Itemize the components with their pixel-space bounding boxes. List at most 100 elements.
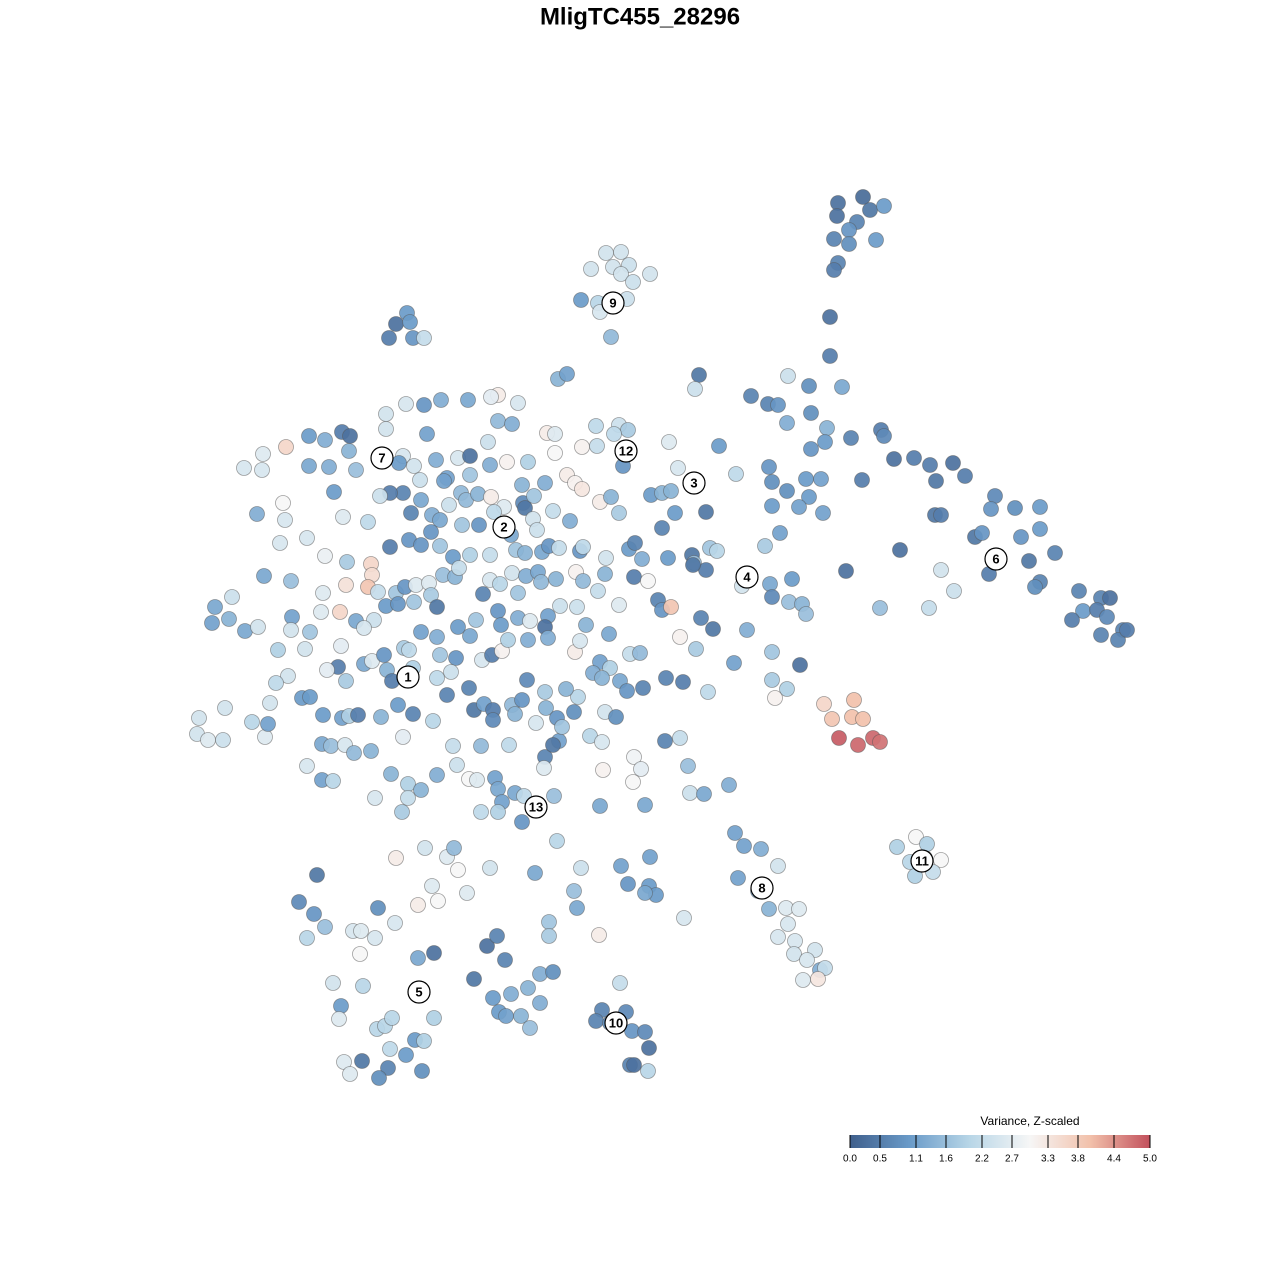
point xyxy=(803,441,819,457)
point xyxy=(302,689,318,705)
point xyxy=(348,462,364,478)
point xyxy=(533,574,549,590)
point xyxy=(417,840,433,856)
point xyxy=(378,421,394,437)
point xyxy=(813,471,829,487)
point xyxy=(536,760,552,776)
point xyxy=(367,930,383,946)
point xyxy=(504,416,520,432)
point xyxy=(603,489,619,505)
point xyxy=(520,632,536,648)
point xyxy=(946,583,962,599)
point xyxy=(352,946,368,962)
point xyxy=(326,484,342,500)
point xyxy=(426,1010,442,1026)
point xyxy=(795,972,811,988)
point xyxy=(413,624,429,640)
point xyxy=(933,507,949,523)
point xyxy=(663,483,679,499)
point xyxy=(892,542,908,558)
point xyxy=(363,743,379,759)
point xyxy=(317,432,333,448)
point xyxy=(606,426,622,442)
colorbar-tick-label: 4.4 xyxy=(1107,1154,1121,1165)
point xyxy=(661,434,677,450)
point xyxy=(841,222,857,238)
point xyxy=(517,545,533,561)
point xyxy=(462,547,478,563)
point xyxy=(482,457,498,473)
point xyxy=(685,557,701,573)
point xyxy=(204,615,220,631)
cluster-label: 8 xyxy=(758,880,765,895)
point xyxy=(1021,553,1037,569)
point xyxy=(499,454,515,470)
point xyxy=(413,492,429,508)
point xyxy=(667,505,683,521)
point xyxy=(468,612,484,628)
point xyxy=(705,621,721,637)
point xyxy=(974,525,990,541)
point xyxy=(1119,622,1135,638)
point xyxy=(675,674,691,690)
point xyxy=(432,538,448,554)
point xyxy=(510,395,526,411)
point xyxy=(772,525,788,541)
point xyxy=(693,610,709,626)
point xyxy=(471,517,487,533)
point xyxy=(403,505,419,521)
point xyxy=(325,773,341,789)
point xyxy=(721,777,737,793)
point xyxy=(401,642,417,658)
point xyxy=(538,700,554,716)
point xyxy=(592,798,608,814)
point xyxy=(429,629,445,645)
colorbar-tick-label: 2.2 xyxy=(975,1154,989,1165)
point xyxy=(634,551,650,567)
cluster-label: 11 xyxy=(915,853,929,868)
point xyxy=(398,1047,414,1063)
point xyxy=(540,630,556,646)
point xyxy=(262,695,278,711)
point xyxy=(492,576,508,592)
point xyxy=(200,732,216,748)
point xyxy=(743,388,759,404)
point xyxy=(640,1063,656,1079)
point xyxy=(761,901,777,917)
point xyxy=(886,451,902,467)
point xyxy=(423,524,439,540)
point xyxy=(663,599,679,615)
point xyxy=(333,638,349,654)
point xyxy=(810,971,826,987)
cluster-label-badge xyxy=(750,876,774,900)
point xyxy=(551,540,567,556)
cluster-label: 4 xyxy=(743,569,751,584)
point xyxy=(625,274,641,290)
point xyxy=(588,1013,604,1029)
point xyxy=(503,986,519,1002)
point xyxy=(382,1041,398,1057)
cluster-label-badge xyxy=(910,849,934,873)
cluster-label: 3 xyxy=(690,475,697,490)
point xyxy=(554,719,570,735)
point xyxy=(698,504,714,520)
colorbar-title: Variance, Z-scaled xyxy=(980,1114,1079,1128)
point xyxy=(620,422,636,438)
point xyxy=(497,952,513,968)
cluster-label-badge xyxy=(682,471,706,495)
point xyxy=(325,975,341,991)
point xyxy=(632,645,648,661)
cluster-label-badge xyxy=(735,565,759,589)
point xyxy=(559,366,575,382)
point xyxy=(545,503,561,519)
point xyxy=(402,314,418,330)
point xyxy=(798,606,814,622)
point xyxy=(405,706,421,722)
colorbar-tick-label: 0.0 xyxy=(843,1154,857,1165)
point xyxy=(482,547,498,563)
point xyxy=(370,900,386,916)
point xyxy=(736,838,752,854)
point xyxy=(767,690,783,706)
